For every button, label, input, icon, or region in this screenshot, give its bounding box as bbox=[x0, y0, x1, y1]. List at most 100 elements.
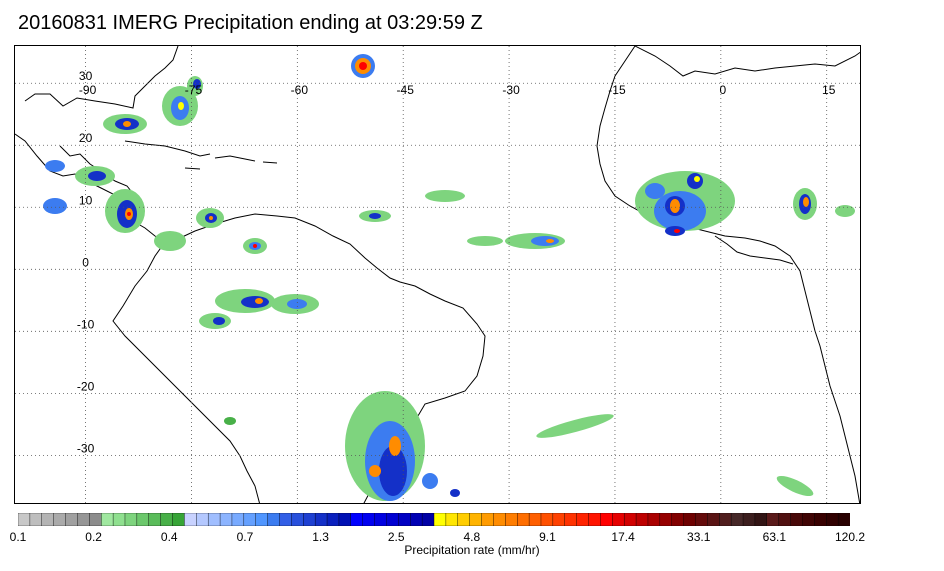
colorbar-swatch bbox=[719, 513, 732, 526]
colorbar-swatch bbox=[469, 513, 483, 526]
lat-label: 10 bbox=[79, 193, 93, 207]
colorbar-tick-label: 0.2 bbox=[85, 530, 102, 544]
colorbar-swatch bbox=[683, 513, 696, 526]
colorbar-swatch bbox=[18, 513, 31, 526]
colorbar-swatch bbox=[612, 513, 625, 526]
colorbar-swatch bbox=[279, 513, 292, 526]
colorbar-swatch bbox=[267, 513, 280, 526]
colorbar-swatch bbox=[136, 513, 150, 526]
lat-label: 20 bbox=[79, 131, 93, 145]
coast-gulf-of-guinea bbox=[714, 235, 794, 265]
colorbar-swatch bbox=[207, 513, 221, 526]
colorbar-swatch bbox=[600, 513, 613, 526]
colorbar-swatch bbox=[112, 513, 126, 526]
lon-label: -15 bbox=[608, 83, 626, 97]
colorbar-tick-label: 4.8 bbox=[463, 530, 481, 544]
coast-gulf-of-mexico bbox=[24, 46, 179, 109]
coast-hispaniola bbox=[214, 155, 256, 162]
colorbar-swatch bbox=[540, 513, 554, 526]
colorbar-swatch bbox=[623, 513, 637, 526]
precip-cluster-central-america bbox=[154, 208, 267, 254]
precip-cluster-south-atlantic bbox=[224, 414, 814, 497]
map-canvas: -90 -75 -60 -45 -30 -15 0 15 30 20 10 0 -10 -20 -30 bbox=[15, 46, 860, 503]
lat-label: -30 bbox=[77, 441, 95, 455]
colorbar-tick-label: 63.1 bbox=[762, 530, 787, 544]
colorbar-tick-label: 1.3 bbox=[312, 530, 329, 544]
lon-label: 15 bbox=[822, 83, 836, 97]
colorbar-tick-label: 0.1 bbox=[9, 530, 27, 544]
colorbar-swatch bbox=[457, 513, 471, 526]
graticule-labels: -90 -75 -60 -45 -30 -15 0 15 30 20 10 0 -10 -20 -30 bbox=[77, 69, 836, 455]
precipitation-field bbox=[43, 54, 855, 501]
colorbar-swatch bbox=[517, 513, 530, 526]
colorbar-swatch bbox=[398, 513, 411, 526]
colorbar-swatch bbox=[730, 513, 744, 526]
coast-africa bbox=[634, 46, 860, 77]
colorbar-swatch bbox=[148, 513, 162, 526]
colorbar-swatch bbox=[196, 513, 209, 526]
coast-cuba bbox=[124, 140, 211, 157]
colorbar-swatch bbox=[326, 513, 340, 526]
colorbar-swatch bbox=[100, 513, 114, 526]
lat-label: 0 bbox=[82, 255, 89, 269]
colorbar-swatch bbox=[243, 513, 257, 526]
colorbar-swatch bbox=[766, 513, 780, 526]
coast-jamaica bbox=[184, 167, 201, 170]
precip-cluster-west-africa bbox=[635, 171, 735, 236]
colorbar-swatch bbox=[362, 513, 376, 526]
lon-label: -90 bbox=[79, 83, 97, 97]
colorbar-swatch bbox=[29, 513, 43, 526]
colorbar-tick-label: 0.4 bbox=[160, 530, 178, 544]
colorbar-swatch bbox=[53, 513, 67, 526]
colorbar-swatch bbox=[77, 513, 90, 526]
colorbar-swatch bbox=[647, 513, 661, 526]
colorbar bbox=[18, 513, 850, 526]
precip-cluster-south-brazil bbox=[345, 391, 460, 501]
colorbar-swatch bbox=[338, 513, 352, 526]
colorbar-swatch bbox=[255, 513, 269, 526]
precip-cluster-itcz bbox=[359, 190, 565, 249]
coast-africa-west bbox=[596, 46, 860, 503]
coast-south-america bbox=[164, 213, 486, 503]
lon-label: -45 bbox=[397, 83, 415, 97]
colorbar-swatch bbox=[374, 513, 387, 526]
colorbar-swatch bbox=[184, 513, 197, 526]
colorbar-swatch bbox=[386, 513, 399, 526]
lon-label: -75 bbox=[185, 83, 203, 97]
colorbar-swatch bbox=[837, 513, 850, 526]
colorbar-swatch bbox=[160, 513, 174, 526]
precip-cluster-amazon bbox=[199, 289, 319, 329]
colorbar-tick-label: 0.7 bbox=[236, 530, 254, 544]
coast-south-america-west bbox=[112, 241, 260, 503]
colorbar-swatch bbox=[564, 513, 578, 526]
colorbar-tick-label: 9.1 bbox=[539, 530, 556, 544]
colorbar-swatch bbox=[790, 513, 803, 526]
colorbar-swatch bbox=[778, 513, 792, 526]
colorbar-swatch bbox=[303, 513, 316, 526]
coast-puerto-rico bbox=[262, 161, 278, 164]
colorbar-swatch bbox=[65, 513, 78, 526]
colorbar-swatch bbox=[314, 513, 328, 526]
colorbar-swatch bbox=[493, 513, 506, 526]
colorbar-swatch bbox=[659, 513, 673, 526]
map-title: 20160831 IMERG Precipitation ending at 0… bbox=[18, 12, 483, 34]
colorbar-swatch bbox=[172, 513, 185, 526]
colorbar-swatch bbox=[528, 513, 542, 526]
colorbar-swatch bbox=[433, 513, 447, 526]
colorbar-swatch bbox=[635, 513, 649, 526]
colorbar-swatch bbox=[742, 513, 756, 526]
colorbar-swatch bbox=[826, 513, 839, 526]
colorbar-swatch bbox=[707, 513, 720, 526]
coast-mexico-west bbox=[15, 133, 166, 243]
colorbar-swatch bbox=[576, 513, 590, 526]
colorbar-tick-labels: 0.1 0.2 0.4 0.7 1.3 2.5 4.8 9.1 17.4 33.1 63.1 120.… bbox=[0, 530, 944, 544]
colorbar-swatch bbox=[552, 513, 566, 526]
graticule bbox=[15, 46, 860, 503]
colorbar-swatch bbox=[695, 513, 708, 526]
colorbar-tick-label: 2.5 bbox=[387, 530, 405, 544]
precip-cluster-central-africa bbox=[793, 188, 855, 220]
colorbar-swatch bbox=[814, 513, 827, 526]
colorbar-swatch bbox=[802, 513, 815, 526]
lat-label: 30 bbox=[79, 69, 93, 83]
lat-label: -10 bbox=[77, 317, 95, 331]
